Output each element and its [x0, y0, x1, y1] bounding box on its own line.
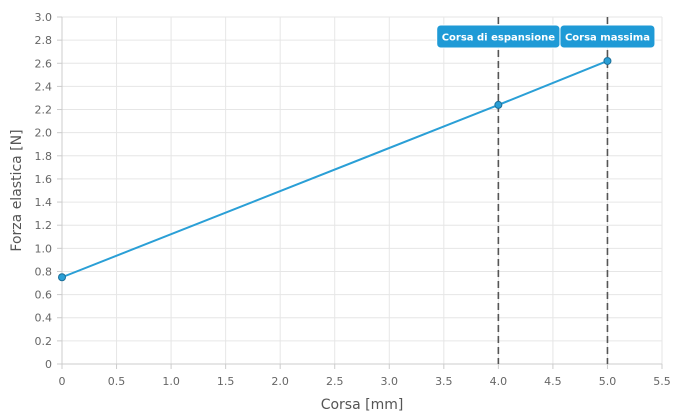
y-tick-label: 2.6 [35, 57, 53, 70]
annotation-label-text: Corsa di espansione [442, 33, 556, 44]
x-tick-label: 5.5 [653, 375, 671, 388]
data-point[interactable] [603, 56, 612, 65]
x-tick-label: 2.0 [271, 375, 289, 388]
x-tick-label: 1.0 [162, 375, 180, 388]
x-tick-label: 5.0 [599, 375, 617, 388]
x-axis-title: Corsa [mm] [321, 397, 404, 413]
x-tick-label: 3.5 [435, 375, 453, 388]
data-point[interactable] [494, 100, 503, 109]
y-tick-label: 0.6 [35, 289, 53, 302]
y-tick-label: 0.4 [35, 312, 53, 325]
y-tick-label: 2.2 [35, 104, 53, 117]
x-tick-label: 2.5 [326, 375, 344, 388]
annotation-labels: Corsa di espansione Corsa massima [436, 24, 656, 49]
x-tick-label: 0.5 [108, 375, 126, 388]
x-tick-label: 3.0 [381, 375, 399, 388]
y-axis-title: Forza elastica [N] [9, 129, 25, 251]
annotation-label: Corsa di espansione [436, 24, 561, 49]
y-tick-label: 1.0 [35, 242, 53, 255]
axes: 0 0.5 1.0 1.5 2.0 2.5 3.0 3.5 4.0 4.5 5.0 5.5 0 0.2 0.… [35, 11, 671, 388]
annotation-label: Corsa massima [559, 24, 656, 49]
y-tick-label: 1.6 [35, 173, 53, 186]
annotation-label-text: Corsa massima [565, 33, 650, 44]
y-tick-label: 1.2 [35, 219, 53, 232]
series [58, 56, 612, 282]
y-tick-label: 2.4 [35, 80, 53, 93]
y-tick-label: 1.8 [35, 150, 53, 163]
annotation-label-box [559, 24, 656, 49]
x-tick-label: 4.5 [544, 375, 562, 388]
y-tick-label: 2.8 [35, 34, 53, 47]
y-tick-label: 3.0 [35, 11, 53, 24]
y-tick-label: 0 [45, 358, 52, 371]
x-tick-label: 4.0 [490, 375, 508, 388]
grid [61, 16, 663, 365]
y-tick-label: 2.0 [35, 127, 53, 140]
y-tick-label: 0.2 [35, 335, 53, 348]
x-tick-label: 0 [59, 375, 66, 388]
x-tick-label: 1.5 [217, 375, 235, 388]
annotation-lines [497, 17, 609, 364]
data-point[interactable] [58, 273, 66, 282]
y-tick-label: 1.4 [35, 196, 53, 209]
y-tick-label: 0.8 [35, 265, 53, 278]
